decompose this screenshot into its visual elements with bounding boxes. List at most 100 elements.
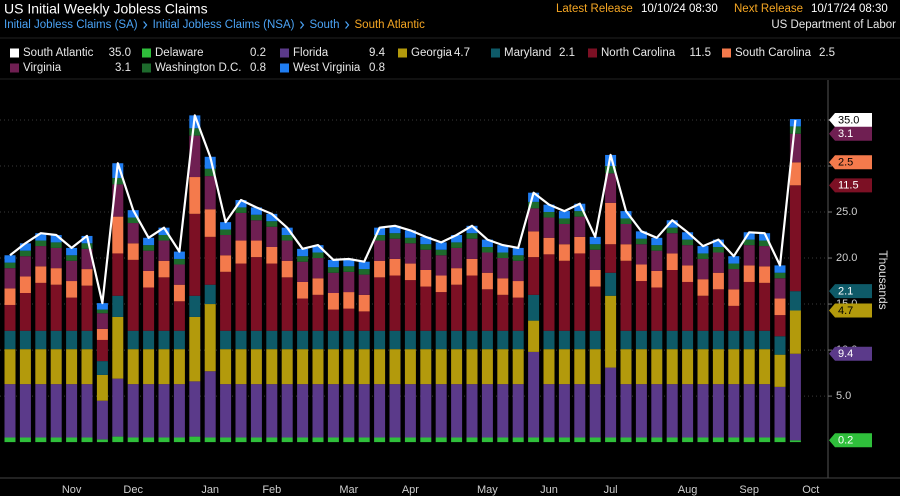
bar-segment xyxy=(789,440,801,443)
bar-segment xyxy=(574,211,586,217)
axis-tag-label: 4.7 xyxy=(838,305,853,317)
bar-segment xyxy=(235,207,247,213)
bar-segment xyxy=(497,252,509,259)
bar-segment xyxy=(250,349,262,385)
legend-value: 0.8 xyxy=(369,62,385,74)
bar-segment xyxy=(96,361,108,375)
bar-segment xyxy=(281,349,293,385)
bar-segment xyxy=(158,437,170,443)
bar-segment xyxy=(666,437,678,443)
bar-segment xyxy=(50,247,62,269)
bar-segment xyxy=(158,384,170,438)
bar-segment xyxy=(512,349,524,385)
bar-segment xyxy=(789,185,801,292)
bar-segment xyxy=(127,259,139,331)
next-release-label: Next Release xyxy=(734,3,803,15)
bar-segment xyxy=(297,349,309,385)
bar-segment xyxy=(250,384,262,438)
bar-segment xyxy=(50,242,62,248)
bar-segment xyxy=(712,384,724,438)
bar-segment xyxy=(635,238,647,245)
bar-segment xyxy=(158,330,170,350)
axis-tag-label: 2.1 xyxy=(838,286,853,298)
bar-segment xyxy=(204,209,216,237)
bar-segment xyxy=(620,330,632,350)
bar-segment xyxy=(574,437,586,443)
bar-segment xyxy=(759,282,771,331)
bar-segment xyxy=(420,349,432,385)
bar-segment xyxy=(728,289,740,306)
bar-segment xyxy=(605,244,617,273)
bar-segment xyxy=(189,436,201,443)
bar-segment xyxy=(543,204,555,213)
bar-segment xyxy=(358,269,370,275)
bar-segment xyxy=(420,236,432,245)
bar-segment xyxy=(651,250,663,271)
bar-segment xyxy=(466,225,478,234)
bar-segment xyxy=(96,309,108,314)
bar-segment xyxy=(666,227,678,234)
bar-segment xyxy=(682,349,694,385)
bar-segment xyxy=(466,437,478,443)
breadcrumb-item: South xyxy=(309,19,339,31)
bar-segment xyxy=(543,349,555,385)
bar-segment xyxy=(66,260,78,282)
bar-segment xyxy=(143,287,155,331)
bar-segment xyxy=(358,384,370,438)
breadcrumb-chevron xyxy=(143,21,148,29)
bar-segment xyxy=(558,384,570,438)
bar-segment xyxy=(666,220,678,228)
bar-segment xyxy=(651,237,663,246)
bar-segment xyxy=(35,282,47,331)
bar-segment xyxy=(4,288,16,305)
bar-segment xyxy=(697,253,709,259)
bar-segment xyxy=(635,231,647,239)
legend-swatch xyxy=(280,48,289,58)
bar-segment xyxy=(173,437,185,443)
bar-segment xyxy=(697,349,709,385)
bar-segment xyxy=(605,295,617,368)
bar-segment xyxy=(81,437,93,443)
bar-segment xyxy=(389,437,401,443)
bar-segment xyxy=(404,237,416,244)
bar-segment xyxy=(297,330,309,350)
bar-segment xyxy=(374,227,386,236)
bar-segment xyxy=(343,330,355,350)
bar-segment xyxy=(66,384,78,438)
bar-segment xyxy=(173,384,185,438)
bar-segment xyxy=(528,257,540,295)
bar-segment xyxy=(620,349,632,385)
bar-segment xyxy=(173,301,185,331)
bar-segment xyxy=(712,252,724,273)
bar-segment xyxy=(466,384,478,438)
axis-tag-label: 35.0 xyxy=(838,114,859,126)
bar-segment xyxy=(789,353,801,441)
latest-release-label: Latest Release xyxy=(556,3,633,15)
bar-segment xyxy=(635,244,647,265)
bar-segment xyxy=(589,236,601,245)
bar-segment xyxy=(435,249,447,256)
bar-segment xyxy=(743,245,755,266)
bar-segment xyxy=(4,304,16,331)
bar-segment xyxy=(712,289,724,331)
bar-segment xyxy=(189,128,201,136)
bar-segment xyxy=(112,378,124,437)
bar-segment xyxy=(605,272,617,296)
bar-segment xyxy=(158,349,170,385)
bar-segment xyxy=(558,260,570,331)
bar-segment xyxy=(374,349,386,385)
bar-segment xyxy=(512,384,524,438)
bar-segment xyxy=(789,310,801,354)
bar-segment xyxy=(558,223,570,245)
bar-segment xyxy=(497,384,509,438)
bar-segment xyxy=(266,349,278,385)
bar-segment xyxy=(635,437,647,443)
bar-segment xyxy=(466,330,478,350)
bar-segment xyxy=(266,330,278,350)
bar-segment xyxy=(620,384,632,438)
bar-segment xyxy=(112,184,124,217)
bar-segment xyxy=(327,384,339,438)
bar-segment xyxy=(266,263,278,331)
bar-segment xyxy=(682,239,694,246)
bar-segment xyxy=(512,260,524,282)
